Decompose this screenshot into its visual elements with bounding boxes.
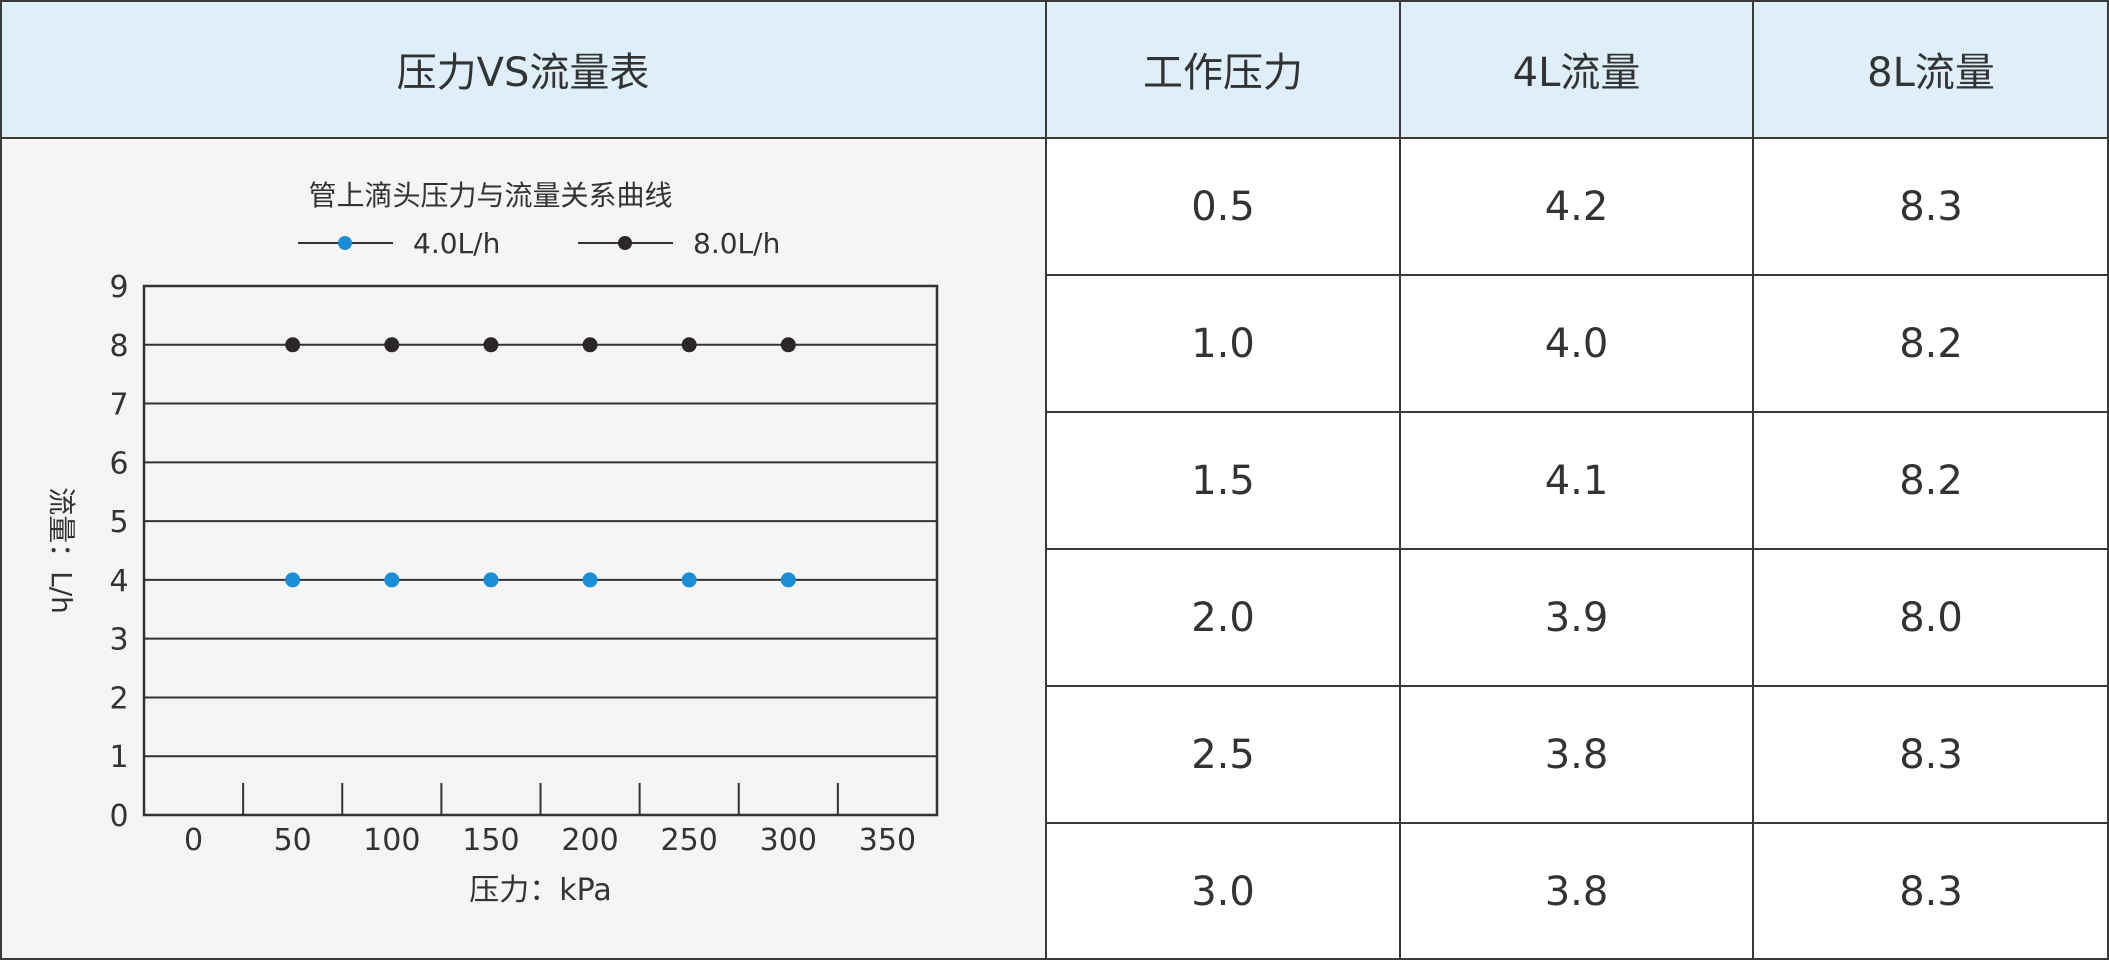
x-tick-label: 100 [363,823,420,858]
legend-label: 8.0L/h [693,227,780,260]
column-divider [1752,0,1754,960]
y-tick-label: 6 [109,446,128,481]
chart-panel: 管上滴头压力与流量关系曲线 4.0L/h 8.0L/h 0 1 2 3 4 5 6 7 8 9 0 50 10… [0,138,1046,960]
flow-8l-cell: 8.3 [1899,868,1963,915]
column-divider [1399,0,1401,960]
flow-8l-cell: 8.3 [1899,731,1963,778]
row-divider [1046,274,2109,276]
header-chart-title: 压力VS流量表 [0,0,1046,138]
y-tick-label: 0 [109,799,128,834]
data-point-4.0L/h [582,572,598,588]
flow-4l-cell: 4.2 [1544,183,1609,230]
row-divider [1046,411,2109,413]
flow-4l-cell: 3.8 [1544,868,1609,915]
data-point-4.0L/h [483,572,499,588]
header-4l-flow: 4L流量 [1400,0,1753,138]
flow-4l-cell: 3.8 [1544,731,1609,778]
legend-marker [338,236,352,250]
pressure-cell: 2.0 [1191,594,1255,641]
row-divider [1046,822,2109,824]
flow-4l-cell: 4.0 [1544,320,1609,367]
y-tick-label: 2 [109,681,128,716]
flow-4l-cell: 4.1 [1544,457,1609,504]
data-point-8.0L/h [285,337,301,353]
pressure-cell: 2.5 [1191,731,1255,778]
data-point-4.0L/h [681,572,697,588]
x-tick-label: 300 [760,823,817,858]
x-tick-label: 0 [184,823,203,858]
data-point-8.0L/h [483,337,499,353]
data-point-8.0L/h [780,337,796,353]
y-tick-label: 1 [109,740,128,775]
y-tick-label: 4 [109,564,128,599]
flow-8l-cell: 8.3 [1899,183,1963,230]
data-point-8.0L/h [384,337,400,353]
flow-8l-cell: 8.2 [1899,457,1963,504]
pressure-cell: 1.0 [1191,320,1255,367]
x-tick-label: 50 [274,823,312,858]
header-8l-flow: 8L流量 [1753,0,2109,138]
x-tick-label: 250 [661,823,718,858]
y-tick-label: 7 [109,388,128,423]
flow-8l-cell: 8.2 [1899,320,1963,367]
column-divider [1045,0,1047,960]
header-pressure: 工作压力 [1046,0,1400,138]
legend-marker [618,236,632,250]
row-divider [1046,685,2109,687]
data-point-8.0L/h [681,337,697,353]
data-point-4.0L/h [384,572,400,588]
y-axis-label: 流量：L/h [45,487,78,614]
y-tick-label: 3 [109,623,128,658]
pressure-cell: 3.0 [1191,868,1255,915]
header-divider [0,137,2109,139]
y-tick-label: 8 [109,329,128,364]
legend-label: 4.0L/h [413,227,500,260]
x-tick-label: 200 [561,823,618,858]
data-point-8.0L/h [582,337,598,353]
pressure-cell: 1.5 [1191,457,1255,504]
pressure-cell: 0.5 [1191,183,1255,230]
chart-title: 管上滴头压力与流量关系曲线 [308,179,672,212]
x-axis-label: 压力：kPa [469,873,612,908]
x-tick-label: 150 [462,823,519,858]
x-tick-label: 350 [859,823,916,858]
y-tick-label: 9 [109,270,128,305]
data-point-4.0L/h [285,572,301,588]
data-point-4.0L/h [780,572,796,588]
flow-4l-cell: 3.9 [1544,594,1609,641]
y-tick-label: 5 [109,505,128,540]
row-divider [1046,548,2109,550]
flow-8l-cell: 8.0 [1899,594,1963,641]
